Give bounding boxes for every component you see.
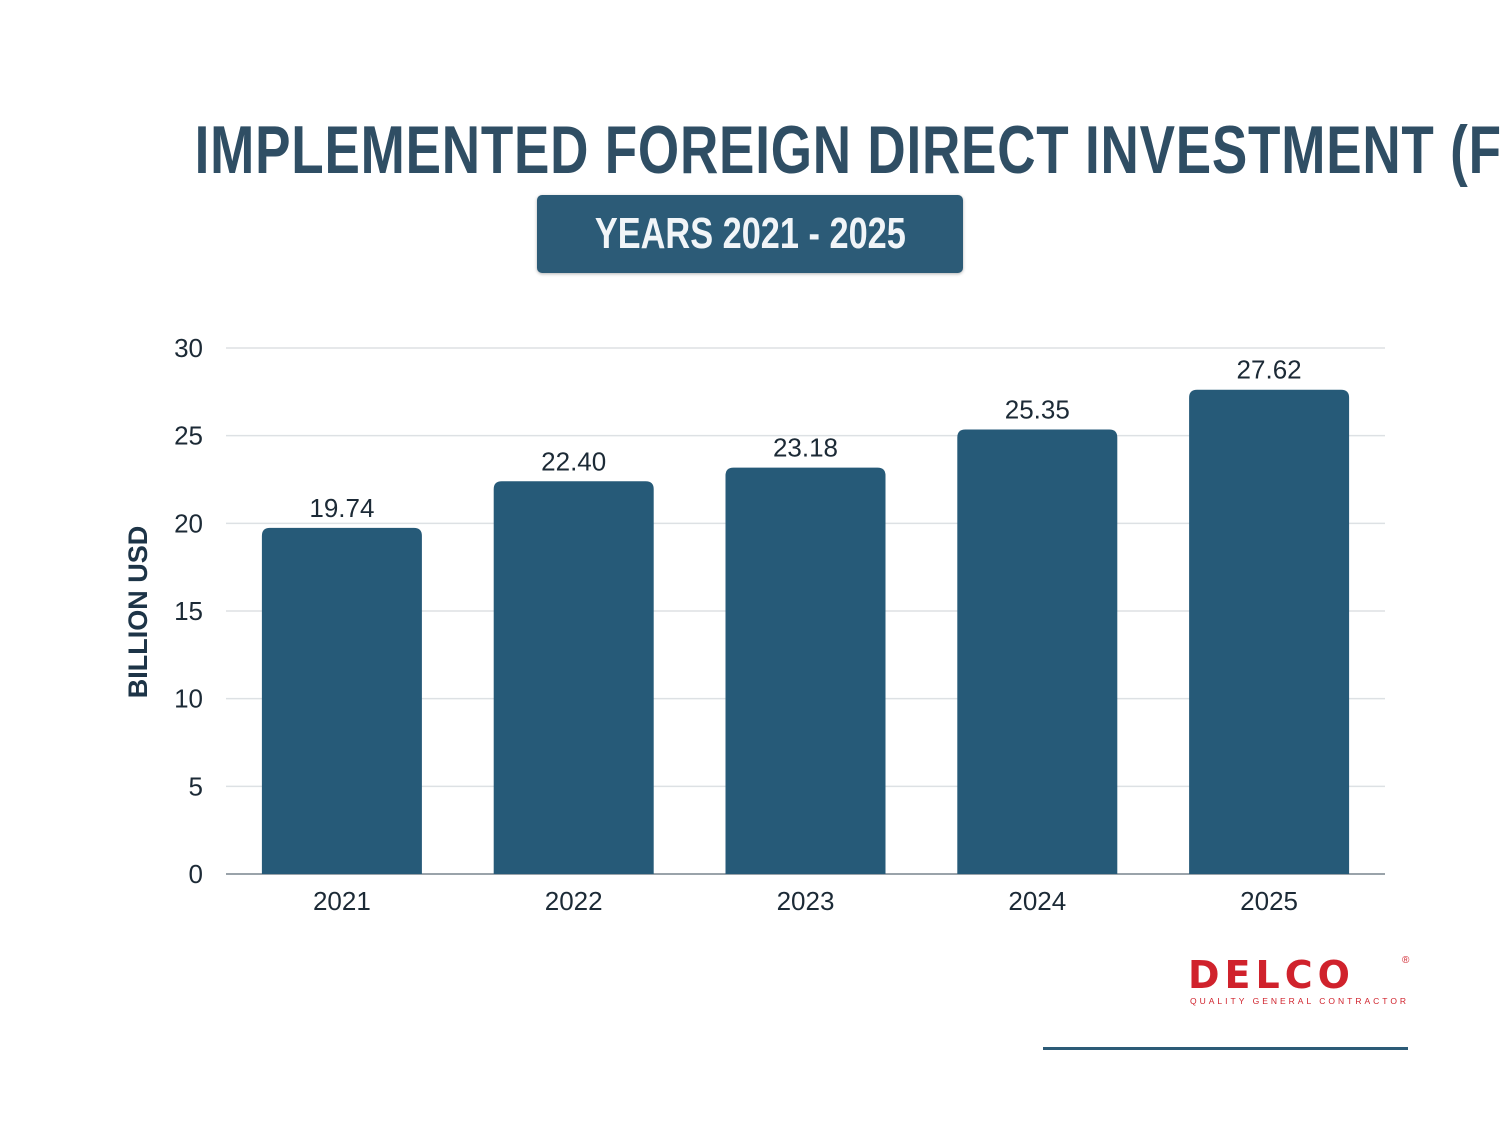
y-axis-label: BILLION USD bbox=[123, 526, 153, 699]
x-tick-label: 2023 bbox=[777, 886, 835, 916]
bar-2023 bbox=[725, 467, 886, 874]
y-tick-label: 5 bbox=[189, 771, 203, 801]
y-tick-label: 25 bbox=[174, 421, 203, 451]
bar-2025 bbox=[1189, 389, 1350, 874]
logo-wordmark: DELCO bbox=[1188, 953, 1355, 997]
data-label: 25.35 bbox=[1005, 395, 1070, 425]
y-tick-label: 0 bbox=[189, 859, 203, 889]
x-tick-label: 2024 bbox=[1008, 886, 1066, 916]
x-tick-label: 2022 bbox=[545, 886, 603, 916]
x-tick-label: 2025 bbox=[1240, 886, 1298, 916]
subtitle-banner: YEARS 2021 - 2025 bbox=[537, 195, 963, 273]
bar-2021 bbox=[261, 527, 422, 874]
footer-divider bbox=[1043, 1047, 1408, 1050]
chart-title-text: IMPLEMENTED FOREIGN DIRECT INVESTMENT (F… bbox=[194, 112, 1500, 188]
y-tick-label: 10 bbox=[174, 684, 203, 714]
logo-tagline: QUALITY GENERAL CONTRACTOR bbox=[1190, 996, 1410, 1006]
bar-2022 bbox=[493, 481, 654, 874]
data-label: 27.62 bbox=[1237, 355, 1302, 385]
y-tick-label: 15 bbox=[174, 596, 203, 626]
registered-mark: ® bbox=[1402, 955, 1410, 966]
delco-logo: DELCO QUALITY GENERAL CONTRACTOR ® bbox=[1188, 956, 1413, 1008]
bar-2024 bbox=[957, 429, 1118, 874]
y-tick-label: 30 bbox=[174, 333, 203, 363]
x-tick-label: 2021 bbox=[313, 886, 371, 916]
chart-subtitle: YEARS 2021 - 2025 bbox=[594, 209, 906, 258]
chart-title: IMPLEMENTED FOREIGN DIRECT INVESTMENT (F… bbox=[0, 112, 1500, 188]
data-label: 23.18 bbox=[773, 433, 838, 463]
data-label: 19.74 bbox=[309, 493, 374, 523]
y-tick-label: 20 bbox=[174, 508, 203, 538]
data-label: 22.40 bbox=[541, 446, 606, 476]
